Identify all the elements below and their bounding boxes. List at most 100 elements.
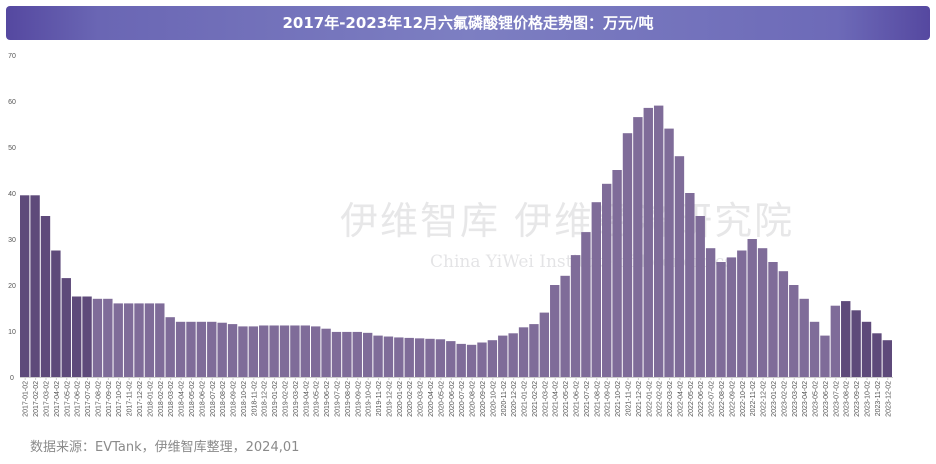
x-tick-label: 2023-09-02: [854, 381, 861, 417]
x-tick-label: 2018-04-02: [179, 381, 186, 417]
x-tick-label: 2017-05-02: [64, 381, 71, 417]
bar: [414, 338, 425, 377]
bar: [165, 317, 175, 377]
x-tick-label: 2022-05-02: [688, 381, 695, 417]
bar: [123, 303, 134, 377]
x-tick-label: 2017-11-02: [127, 381, 134, 416]
x-tick-label: 2017-04-02: [54, 381, 61, 417]
bar: [51, 250, 61, 377]
bar: [602, 183, 612, 377]
x-tick-label: 2022-03-02: [667, 381, 674, 417]
bar: [612, 170, 622, 377]
bar: [404, 337, 414, 377]
x-tick-label: 2023-04-02: [802, 381, 809, 417]
bar: [248, 326, 259, 377]
x-tick-label: 2018-03-02: [168, 381, 175, 417]
x-tick-label: 2022-08-02: [719, 381, 726, 417]
x-tick-label: 2019-02-02: [283, 381, 290, 417]
bar: [737, 250, 747, 377]
bar: [134, 303, 144, 377]
bar: [768, 262, 778, 377]
bar: [653, 105, 664, 377]
bar: [155, 303, 165, 377]
bar: [269, 325, 279, 377]
bar: [446, 341, 456, 377]
y-tick-label: 40: [8, 191, 16, 198]
x-tick-label: 2017-08-02: [95, 381, 102, 417]
x-tick-label: 2018-07-02: [210, 381, 217, 417]
x-tick-label: 2023-02-02: [781, 381, 788, 417]
bar: [851, 310, 861, 377]
bar: [227, 324, 238, 377]
x-tick-label: 2019-06-02: [324, 381, 331, 417]
x-tick-label: 2021-02-02: [532, 381, 539, 417]
x-tick-label: 2017-06-02: [75, 381, 82, 417]
bar: [747, 239, 757, 377]
x-tick-label: 2022-12-02: [761, 381, 768, 417]
bar: [841, 301, 851, 377]
x-tick-label: 2021-05-02: [563, 381, 570, 417]
bar: [394, 337, 404, 377]
x-tick-label: 2018-09-02: [231, 381, 238, 417]
bar: [20, 195, 30, 377]
x-tick-label: 2023-12-02: [885, 381, 892, 417]
x-tick-label: 2018-12-02: [262, 381, 269, 417]
bar: [342, 331, 352, 377]
x-tick-label: 2018-10-02: [241, 381, 248, 417]
y-tick-label: 30: [8, 237, 16, 244]
y-tick-label: 0: [10, 375, 14, 382]
bar: [300, 325, 310, 377]
bar: [362, 332, 373, 377]
bar: [30, 195, 40, 377]
bar: [789, 285, 799, 377]
bar: [238, 326, 248, 377]
x-tick-label: 2020-09-02: [480, 381, 487, 417]
bar: [726, 257, 737, 377]
bar: [456, 343, 466, 377]
x-tick-label: 2019-05-02: [314, 381, 321, 417]
x-tick-label: 2018-08-02: [220, 381, 227, 417]
x-tick-label: 2023-06-02: [823, 381, 830, 417]
x-tick-label: 2020-05-02: [438, 381, 445, 417]
bar: [331, 331, 342, 377]
bar: [695, 216, 705, 377]
x-tick-label: 2023-07-02: [833, 381, 840, 417]
bar: [466, 344, 477, 377]
bar: [685, 193, 695, 377]
x-tick-label: 2023-10-02: [865, 381, 872, 417]
x-tick-label: 2020-06-02: [449, 381, 456, 417]
x-tick-label: 2017-02-02: [33, 381, 40, 417]
bar: [477, 342, 487, 377]
chart-title: 2017年-2023年12月六氟磷酸锂价格走势图：万元/吨: [6, 6, 930, 40]
x-tick-label: 2023-01-02: [771, 381, 778, 417]
bar: [716, 262, 726, 377]
bar: [539, 312, 550, 377]
bar: [643, 107, 653, 378]
x-tick-label: 2019-09-02: [355, 381, 362, 417]
x-tick-label: 2021-08-02: [594, 381, 601, 417]
bar: [61, 278, 71, 377]
y-tick-label: 50: [8, 145, 16, 152]
x-tick-label: 2021-03-02: [542, 381, 549, 417]
x-tick-label: 2018-11-02: [251, 381, 258, 416]
x-tick-label: 2022-02-02: [657, 381, 664, 417]
bar: [207, 321, 217, 377]
x-tick-label: 2018-06-02: [199, 381, 206, 417]
bar: [92, 298, 103, 377]
x-tick-label: 2020-02-02: [407, 381, 414, 417]
x-tick-label: 2022-09-02: [729, 381, 736, 417]
bar: [321, 328, 331, 377]
bar: [383, 336, 394, 377]
x-tick-label: 2020-10-02: [490, 381, 497, 417]
bar: [529, 324, 539, 377]
y-tick-label: 60: [8, 99, 16, 106]
bar: [196, 321, 207, 377]
bar: [175, 321, 186, 377]
x-tick-label: 2020-11-02: [501, 381, 508, 416]
bar: [259, 325, 269, 377]
x-tick-label: 2020-07-02: [459, 381, 466, 417]
bar: [82, 296, 92, 377]
bar: [352, 331, 362, 377]
x-tick-label: 2020-04-02: [428, 381, 435, 417]
bar: [872, 333, 882, 377]
